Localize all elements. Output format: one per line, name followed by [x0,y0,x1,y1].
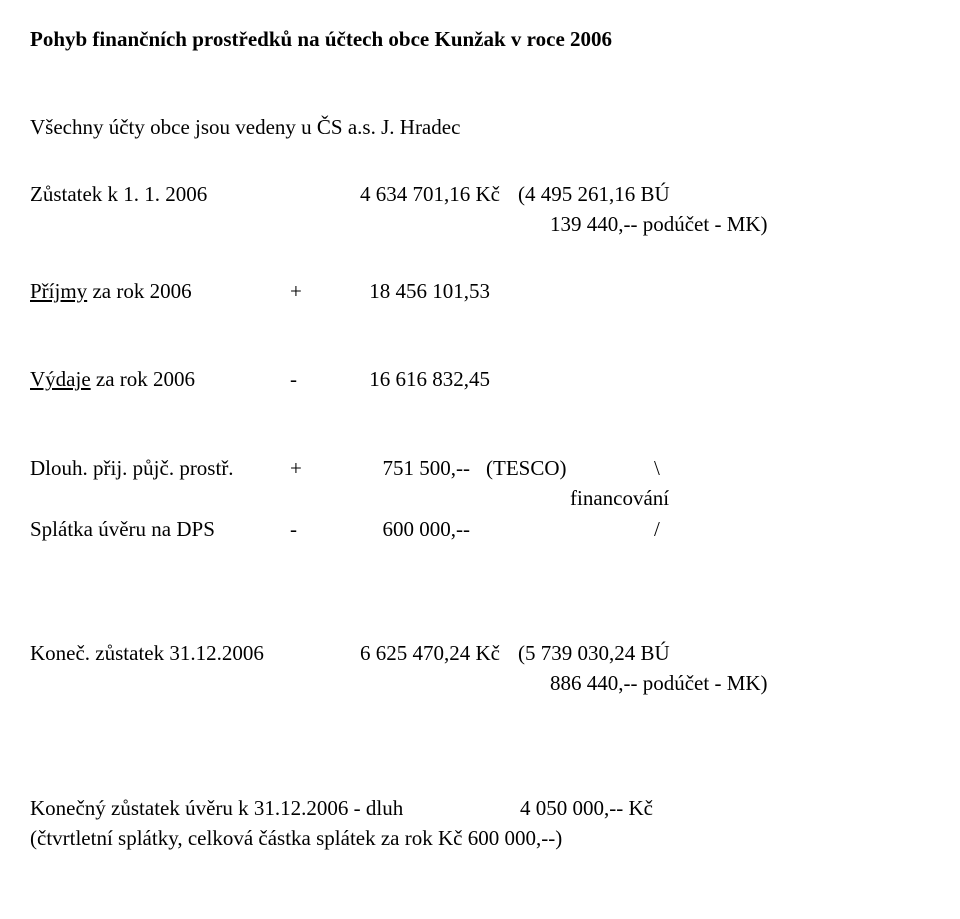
financing-label: financování [30,483,930,513]
loan-received-row: Dlouh. přij. půjč. prostř. + 751 500,-- … [30,453,930,483]
closing-label: Koneč. zůstatek 31.12.2006 [30,638,330,668]
opening-breakdown-1: (4 495 261,16 BÚ [500,179,930,209]
loan-payment-row: Splátka úvěru na DPS - 600 000,-- / [30,514,930,544]
loan-received-label: Dlouh. přij. půjč. prostř. [30,453,290,483]
closing-amount: 6 625 470,24 Kč [330,638,500,668]
expense-row: Výdaje za rok 2006 - 16 616 832,45 [30,364,930,394]
expense-label-underline: Výdaje [30,367,91,391]
expense-amount: 16 616 832,45 [320,364,490,394]
income-sign: + [290,276,320,306]
closing-breakdown-2: 886 440,-- podúčet - MK) [30,668,930,698]
income-row: Příjmy za rok 2006 + 18 456 101,53 [30,276,930,306]
closing-breakdown-1: (5 739 030,24 BÚ [500,638,930,668]
income-label-underline: Příjmy [30,279,87,303]
intro-text: Všechny účty obce jsou vedeny u ČS a.s. … [30,112,930,142]
expense-sign: - [290,364,320,394]
income-amount: 18 456 101,53 [320,276,490,306]
loan-received-tesco: (TESCO) [470,453,646,483]
loan-received-amount: 751 500,-- [320,453,470,483]
opening-label: Zůstatek k 1. 1. 2006 [30,179,330,209]
loan-received-sign: + [290,453,320,483]
opening-balance-row: Zůstatek k 1. 1. 2006 4 634 701,16 Kč (4… [30,179,930,209]
document-page: Pohyb finančních prostředků na účtech ob… [0,0,960,878]
income-label: Příjmy za rok 2006 [30,276,290,306]
opening-amount: 4 634 701,16 Kč [330,179,500,209]
final-loan-row: Konečný zůstatek úvěru k 31.12.2006 - dl… [30,793,930,823]
page-title: Pohyb finančních prostředků na účtech ob… [30,24,930,54]
final-loan-value: 4 050 000,-- Kč [520,793,930,823]
opening-breakdown-2: 139 440,-- podúčet - MK) [30,209,930,239]
loan-payment-slash: / [646,514,684,544]
expense-label-rest: za rok 2006 [91,367,195,391]
loan-received-slash: \ [646,453,684,483]
expense-label: Výdaje za rok 2006 [30,364,290,394]
loan-payment-sign: - [290,514,320,544]
loan-payment-amount: 600 000,-- [320,514,470,544]
loan-payment-label: Splátka úvěru na DPS [30,514,290,544]
income-label-rest: za rok 2006 [87,279,191,303]
final-loan-label: Konečný zůstatek úvěru k 31.12.2006 - dl… [30,793,520,823]
closing-balance-row: Koneč. zůstatek 31.12.2006 6 625 470,24 … [30,638,930,668]
note-text: (čtvrtletní splátky, celková částka splá… [30,823,930,853]
